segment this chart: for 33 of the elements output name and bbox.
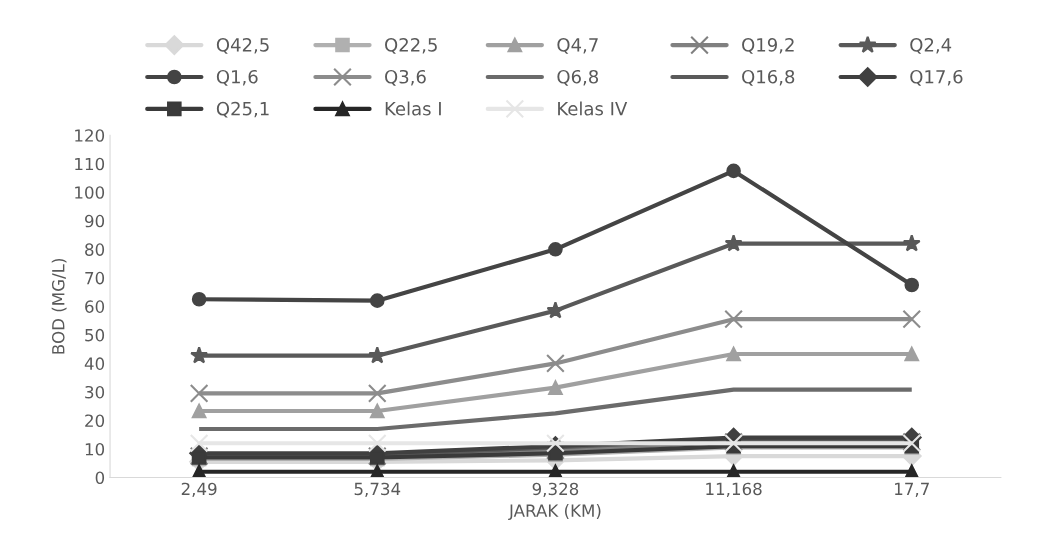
y-tick-label: 70 bbox=[85, 271, 105, 285]
x-axis-title: JARAK (KM) bbox=[508, 504, 601, 521]
legend-label: Q6,8 bbox=[557, 69, 599, 86]
legend-label: Q19,2 bbox=[742, 38, 794, 54]
legend-label: Q17,6 bbox=[910, 69, 963, 86]
x-tick-label: 11,168 bbox=[706, 482, 762, 497]
legend-label: Q4,7 bbox=[557, 38, 598, 54]
y-tick-label: 90 bbox=[85, 214, 105, 228]
x-tick-label: 9,328 bbox=[532, 482, 579, 497]
legend-label: Kelas I bbox=[385, 101, 441, 116]
x-tick-label: 5,734 bbox=[354, 482, 401, 497]
legend-label: Q25,1 bbox=[216, 101, 269, 118]
y-tick-label: 60 bbox=[85, 300, 105, 313]
y-tick-label: 50 bbox=[85, 328, 105, 342]
y-tick-label: 40 bbox=[84, 357, 105, 370]
legend-label: Kelas IV bbox=[558, 101, 628, 116]
x-tick-label: 17,7 bbox=[895, 482, 929, 497]
y-tick-label: 0 bbox=[95, 471, 105, 485]
y-tick-label: 10 bbox=[85, 442, 105, 456]
y-tick-label: 30 bbox=[85, 385, 105, 399]
legend-label: Q1,6 bbox=[216, 69, 258, 86]
y-tick-label: 110 bbox=[75, 157, 105, 171]
y-tick-label: 20 bbox=[85, 414, 105, 428]
legend-label: Q42,5 bbox=[216, 38, 269, 54]
x-tick-label: 2,49 bbox=[181, 482, 217, 497]
legend-label: Q3,6 bbox=[385, 69, 426, 86]
y-tick-label: 120 bbox=[75, 129, 105, 142]
legend-label: Q22,5 bbox=[385, 38, 437, 54]
y-axis-title: BOD (MG/L) bbox=[51, 259, 67, 354]
y-tick-label: 100 bbox=[75, 186, 105, 199]
legend-label: Q16,8 bbox=[742, 69, 795, 86]
legend-label: Q2,4 bbox=[910, 38, 952, 54]
y-tick-label: 80 bbox=[85, 243, 105, 256]
